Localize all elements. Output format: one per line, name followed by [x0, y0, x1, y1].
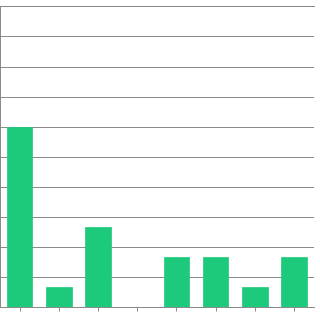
Bar [242, 287, 268, 307]
Bar [281, 257, 307, 307]
Bar [46, 287, 72, 307]
Bar [85, 227, 111, 307]
Bar [203, 257, 228, 307]
Bar [164, 257, 189, 307]
Bar [7, 127, 32, 307]
